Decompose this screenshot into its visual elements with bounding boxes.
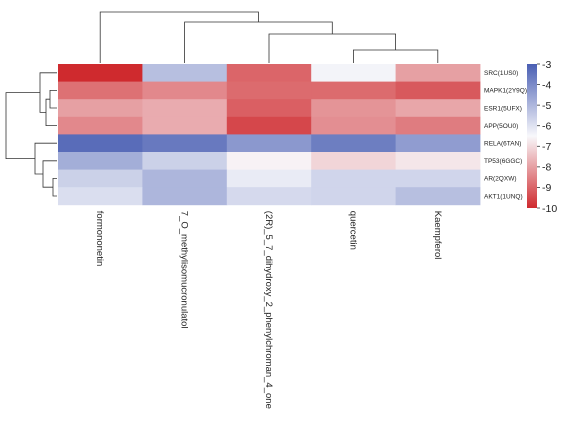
column-label: Kaempferol bbox=[432, 211, 443, 260]
row-label: MAPK1(2Y9Q) bbox=[484, 88, 527, 95]
column-label: formononetin bbox=[94, 211, 105, 266]
heatmap-cell bbox=[58, 187, 143, 206]
heatmap-cell bbox=[311, 187, 396, 206]
dendrogram-link bbox=[49, 90, 57, 109]
dendrogram-link bbox=[52, 178, 57, 197]
heatmap-cell bbox=[226, 169, 312, 188]
colorbar-tick-label: -9 bbox=[542, 182, 551, 194]
heatmap-cell bbox=[226, 99, 312, 118]
heatmap-cell bbox=[142, 152, 228, 170]
heatmap-cell bbox=[58, 134, 143, 153]
column-label: (2R)_5_7_dihydroxy_2_phenylchroman_4_one bbox=[263, 211, 274, 409]
heatmap-cell bbox=[311, 64, 396, 82]
colorbar-tick-label: -5 bbox=[542, 100, 551, 112]
dendrogram-link bbox=[5, 92, 40, 159]
colorbar-ticks: -3 -4 -5 -6 -7 -8 -9 -10 bbox=[537, 59, 557, 215]
heatmap-cell bbox=[395, 169, 481, 188]
dendrogram-link bbox=[42, 160, 57, 188]
row-label: TP53(6GGC) bbox=[484, 158, 522, 165]
colorbar-tick-label: -6 bbox=[542, 121, 551, 133]
heatmap-cell bbox=[142, 81, 228, 100]
heatmap-cell bbox=[226, 116, 312, 135]
heatmap-cell bbox=[58, 152, 143, 170]
heatmap-cell bbox=[142, 99, 228, 118]
dendrogram-link bbox=[99, 11, 259, 63]
column-dendrogram bbox=[99, 11, 439, 63]
row-label: SRC(1US0) bbox=[484, 70, 518, 77]
row-label: ESR1(5UFX) bbox=[484, 105, 522, 112]
heatmap-cell bbox=[58, 64, 143, 82]
row-label: AKT1(1UNQ) bbox=[484, 193, 523, 200]
heatmap-cell bbox=[226, 81, 312, 100]
heatmap-cell bbox=[58, 99, 143, 118]
colorbar-tick-label: -7 bbox=[542, 141, 551, 153]
column-label: quercetin bbox=[347, 211, 358, 250]
dendrogram-link bbox=[184, 21, 333, 63]
heatmap-cell bbox=[226, 134, 312, 153]
heatmap-cell bbox=[142, 64, 228, 82]
dendrogram-link bbox=[39, 72, 57, 113]
heatmap-cell bbox=[58, 169, 143, 188]
heatmap-cell bbox=[226, 64, 312, 82]
heatmap-cell bbox=[142, 116, 228, 135]
colorbar bbox=[527, 64, 537, 208]
heatmap-cell bbox=[395, 134, 481, 153]
row-labels: SRC(1US0) MAPK1(2Y9Q) ESR1(5UFX) APP(5OU0) R… bbox=[484, 70, 527, 200]
column-label: 7_O_methylisomucronulatol bbox=[179, 211, 190, 329]
heatmap-cell bbox=[142, 169, 228, 188]
heatmap-cell bbox=[395, 64, 481, 82]
heatmap-cell bbox=[395, 81, 481, 100]
heatmap-cell bbox=[142, 134, 228, 153]
heatmap-cell bbox=[58, 81, 143, 100]
heatmap-cell bbox=[311, 99, 396, 118]
dendrogram-link bbox=[353, 49, 439, 63]
heatmap-cell bbox=[311, 152, 396, 170]
heatmap-cell bbox=[395, 152, 481, 170]
row-label: RELA(6TAN) bbox=[484, 141, 521, 148]
heatmap-cell bbox=[142, 187, 228, 206]
colorbar-tick-label: -10 bbox=[542, 203, 557, 215]
heatmap-cell bbox=[395, 116, 481, 135]
row-label: AR(2QXW) bbox=[484, 176, 517, 183]
row-dendrogram bbox=[5, 72, 57, 197]
heatmap-cell bbox=[311, 134, 396, 153]
row-label: APP(5OU0) bbox=[484, 123, 518, 130]
heatmap-cell bbox=[311, 116, 396, 135]
heatmap-cell bbox=[58, 116, 143, 135]
dendrogram-link bbox=[34, 142, 57, 175]
heatmap-cell bbox=[311, 81, 396, 100]
colorbar-tick-label: -3 bbox=[542, 59, 551, 71]
column-labels: formononetin 7_O_methylisomucronulatol (2R… bbox=[94, 211, 443, 409]
heatmap-cell bbox=[395, 187, 481, 206]
heatmap-cell bbox=[226, 152, 312, 170]
dendrogram-link bbox=[268, 33, 396, 63]
dendrogram-link bbox=[45, 98, 57, 126]
colorbar-tick-label: -4 bbox=[542, 79, 551, 91]
heatmap-cell bbox=[395, 99, 481, 118]
colorbar-tick-label: -8 bbox=[542, 162, 551, 174]
heatmap-cells bbox=[58, 64, 481, 206]
heatmap-cell bbox=[226, 187, 312, 206]
heatmap-cell bbox=[311, 169, 396, 188]
